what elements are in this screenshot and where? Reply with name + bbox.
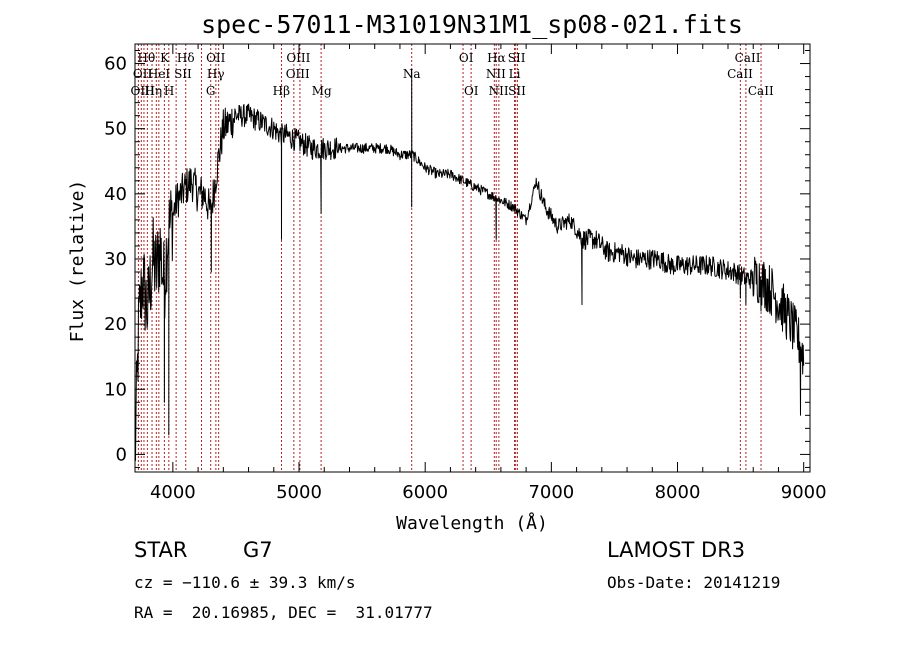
y-tick-label: 10: [104, 379, 127, 400]
spectrum-line: [134, 69, 805, 461]
chart-title: spec-57011-M31019N31M1_sp08-021.fits: [201, 10, 743, 39]
line-id-label: OII: [206, 51, 226, 65]
line-id-label: OIII: [131, 84, 155, 98]
y-tick-label: 40: [104, 184, 127, 205]
line-id-label: CaII: [735, 51, 761, 65]
line-id-label: SII: [508, 51, 526, 65]
x-tick-label: 7000: [528, 482, 574, 503]
line-id-label: Hδ: [177, 51, 195, 65]
line-id-label: Hθ: [138, 51, 156, 65]
sky-coordinates: RA = 20.16985, DEC = 31.01777: [134, 603, 433, 622]
line-id-label: Hγ: [207, 67, 225, 81]
y-tick-label: 60: [104, 54, 127, 75]
observation-date: Obs-Date: 20141219: [607, 573, 781, 592]
x-tick-label: 5000: [276, 482, 322, 503]
line-id-label: OII: [133, 67, 153, 81]
line-id-label: CaII: [727, 67, 753, 81]
reference-lines: [137, 44, 762, 472]
survey-name: LAMOST DR3: [607, 538, 746, 562]
y-tick-label: 0: [116, 444, 127, 465]
line-id-label: Hα: [487, 51, 506, 65]
line-id-label: SII: [174, 67, 192, 81]
line-id-label: NII: [486, 67, 506, 81]
line-id-label: Li: [509, 67, 521, 81]
x-tick-label: 8000: [655, 482, 701, 503]
line-id-label: OI: [459, 51, 474, 65]
line-id-label: NII: [489, 84, 509, 98]
y-tick-label: 50: [104, 119, 127, 140]
line-id-label: SII: [508, 84, 526, 98]
line-id-label: OIII: [286, 51, 310, 65]
line-id-label: HeI: [148, 67, 171, 81]
x-tick-label: 4000: [150, 482, 196, 503]
line-id-label: H: [164, 84, 174, 98]
axes: 4000 5000 6000 7000 8000 9000 0 10 20 30 40 50 60: [104, 43, 827, 503]
line-id-label: OI: [464, 84, 479, 98]
line-id-label: CaII: [748, 84, 774, 98]
y-tick-label: 30: [104, 249, 127, 270]
x-axis-label: Wavelength (Å): [396, 512, 548, 534]
line-id-label: K: [160, 51, 170, 65]
y-tick-label: 20: [104, 314, 127, 335]
object-subclass: G7: [243, 538, 273, 562]
line-id-label: Hβ: [273, 84, 290, 98]
line-id-label: OIII: [286, 67, 310, 81]
line-id-label: Mg: [312, 84, 332, 98]
y-axis-label: Flux (relative): [67, 180, 88, 343]
object-class: STAR: [134, 538, 188, 562]
x-tick-label: 9000: [781, 482, 827, 503]
x-tick-label: 6000: [402, 482, 448, 503]
line-id-label: Hη: [144, 84, 162, 98]
plot-frame: [134, 43, 811, 473]
line-id-label: G: [206, 84, 216, 98]
redshift-value: cz = −110.6 ± 39.3 km/s: [134, 573, 356, 592]
